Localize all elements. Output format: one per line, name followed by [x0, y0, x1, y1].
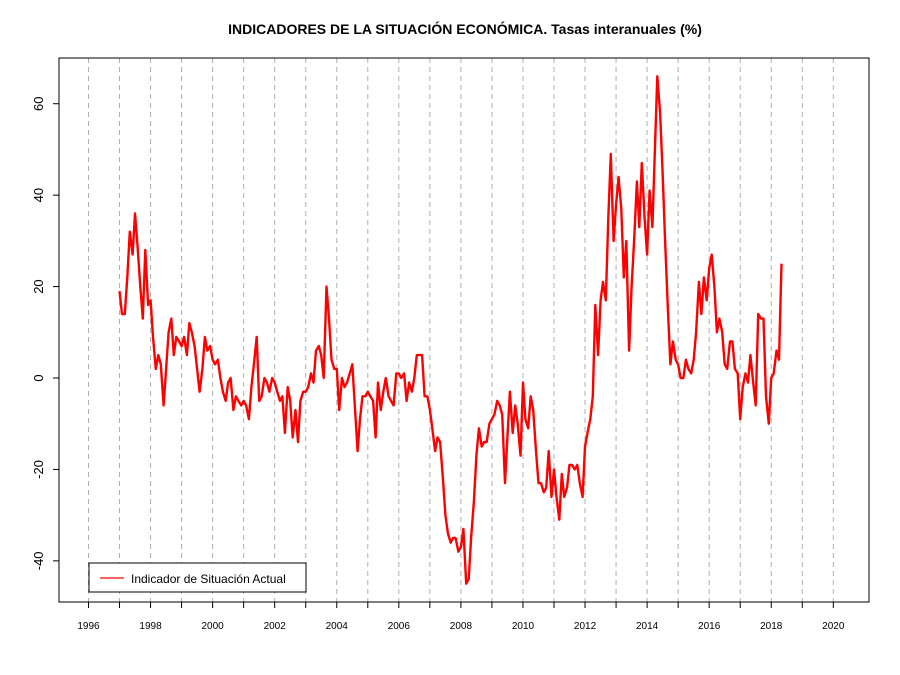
legend: Indicador de Situación Actual: [88, 562, 307, 593]
x-tick-label: 2004: [326, 621, 349, 632]
legend-box: [88, 562, 307, 593]
y-tick-label: -40: [31, 551, 46, 570]
x-tick-label: 1996: [77, 621, 100, 632]
x-tick-label: 2012: [574, 621, 597, 632]
y-axis: -40 -20 0 20 40 60: [31, 96, 60, 570]
x-tick-label: 2020: [822, 621, 845, 632]
x-tick-label: 2016: [698, 621, 721, 632]
x-tick-label: 2010: [512, 621, 535, 632]
plot-frame: [58, 57, 870, 603]
x-tick-label: 2002: [264, 621, 287, 632]
y-tick-label: 60: [31, 96, 46, 110]
x-tick-label: 1998: [139, 621, 162, 632]
y-tick-label: -20: [31, 460, 46, 479]
x-tick-label: 2008: [450, 621, 473, 632]
y-tick-label: 20: [31, 279, 46, 293]
x-tick-label: 2006: [388, 621, 411, 632]
x-axis: 1996 1998 2000 2002 2004 2006 2008 2010 2012 2014…: [77, 601, 845, 632]
grid-lines: [87, 58, 834, 602]
x-tick-label: 2014: [636, 621, 659, 632]
x-tick-label: 2000: [201, 621, 224, 632]
series-line-0: [118, 75, 783, 585]
legend-entry: Indicador de Situación Actual: [131, 572, 286, 586]
x-tick-label: 2018: [760, 621, 783, 632]
chart-title: INDICADORES DE LA SITUACIÓN ECONÓMICA. T…: [228, 21, 702, 37]
y-tick-label: 40: [31, 188, 46, 202]
series-layer: [118, 75, 783, 585]
y-tick-label: 0: [31, 374, 46, 381]
